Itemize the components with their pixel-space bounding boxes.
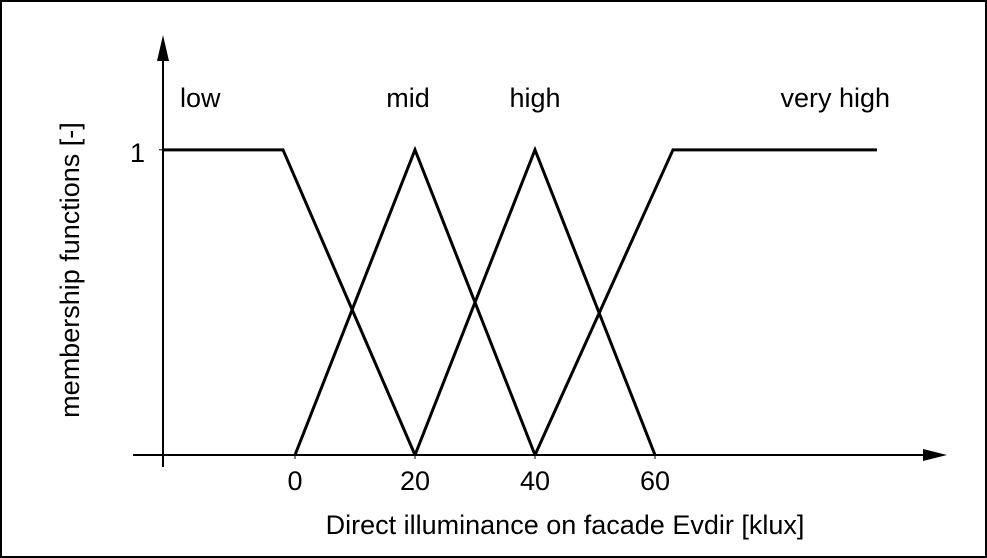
series-label: low: [180, 83, 221, 113]
series-label: mid: [386, 83, 430, 113]
x-axis-label: Direct illuminance on facade Evdir [klux…: [326, 510, 805, 540]
x-tick-label: 20: [400, 466, 430, 496]
x-tick-label: 60: [640, 466, 670, 496]
membership-line: [293, 145, 537, 456]
series-label: very high: [780, 83, 890, 113]
series-label: high: [509, 83, 560, 113]
y-axis-arrow: [157, 35, 169, 61]
y-axis-label: membership functions [-]: [55, 122, 85, 418]
y-tick-label: 1: [130, 138, 145, 168]
membership-line: [533, 148, 877, 456]
x-tick-label: 0: [287, 466, 302, 496]
membership-line: [413, 145, 657, 456]
membership-line: [163, 148, 417, 456]
x-axis-arrow: [923, 449, 947, 461]
x-tick-label: 40: [520, 466, 550, 496]
